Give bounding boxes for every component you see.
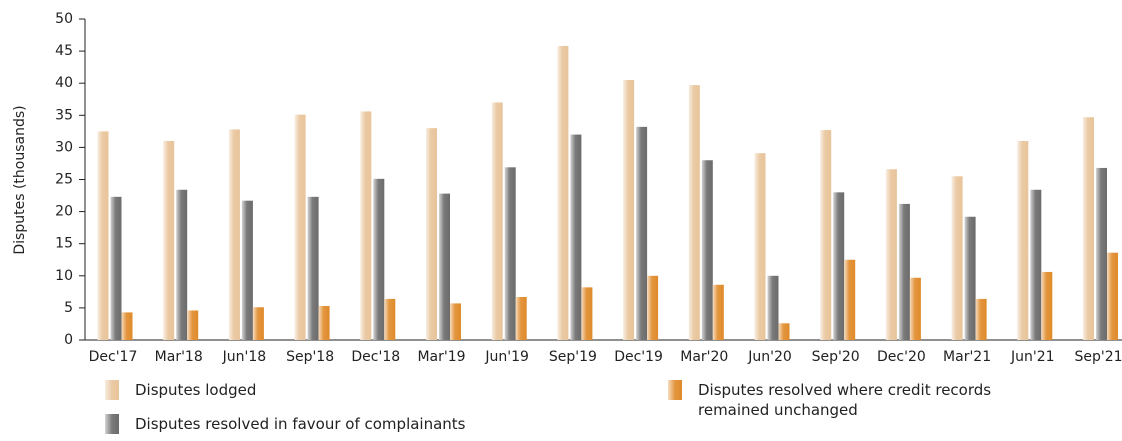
x-tick-label: Dec'19 [614,349,663,365]
bar [1041,271,1053,340]
legend-swatch [105,414,119,434]
bar [121,312,133,340]
x-tick-label: Mar'20 [680,349,728,365]
bar [360,111,372,340]
bar [623,79,635,341]
bar [820,130,832,340]
x-tick-label: Jun'19 [484,349,529,365]
y-tick-label: 25 [55,172,73,188]
x-tick-label: Sep'21 [1074,349,1122,365]
bar [1017,140,1029,340]
bar [163,140,175,340]
bar [1083,117,1094,340]
bar [187,310,199,340]
bar [373,178,385,340]
legend-label: Disputes resolved in favour of complaina… [135,415,466,433]
bar [778,323,790,340]
y-tick-label: 10 [55,268,73,284]
y-tick-label: 40 [55,75,73,91]
bar [581,287,593,340]
bar [636,126,648,340]
bar [701,160,713,340]
y-axis-label: Disputes (thousands) [12,105,28,254]
bar [450,303,461,340]
bar [1107,252,1118,340]
y-tick-label: 0 [64,332,73,348]
bar [252,307,264,340]
bar [97,131,109,340]
bar [426,128,437,340]
bar [964,216,976,340]
y-tick-label: 30 [55,139,73,155]
bar [307,196,319,340]
x-tick-label: Dec'20 [877,349,926,365]
bar [647,275,659,340]
legend-swatch [668,380,682,400]
bar [504,167,516,340]
bar [228,129,240,340]
bar [384,298,396,340]
bar [318,305,330,340]
bar [570,134,582,340]
bar [294,114,306,341]
x-tick-label: Mar'19 [417,349,465,365]
x-tick-label: Mar'21 [943,349,991,365]
bar [885,169,897,340]
x-tick-label: Sep'18 [286,349,334,365]
bar [241,200,253,340]
bar [557,45,569,341]
legend-label: Disputes resolved where credit records r… [698,381,992,419]
x-tick-label: Dec'18 [351,349,400,365]
bar [176,189,188,340]
y-tick-label: 5 [64,300,73,316]
x-tick-label: Dec'17 [89,349,138,365]
bar [975,298,987,340]
legend-label: Disputes lodged [135,381,257,399]
x-tick-label: Sep'20 [812,349,860,365]
x-tick-label: Sep'19 [549,349,597,365]
y-tick-label: 35 [55,107,73,123]
x-tick-label: Mar'18 [155,349,203,365]
bar [439,193,450,340]
y-tick-label: 20 [55,204,73,220]
bar [844,259,856,340]
y-tick-label: 50 [55,11,73,27]
bar [491,102,503,341]
x-tick-label: Jun'18 [222,349,267,365]
bar [898,203,910,340]
legend-item: Disputes lodged [105,380,505,400]
x-tick-label: Jun'21 [1010,349,1055,365]
bar [712,284,724,340]
y-tick-label: 45 [55,43,73,59]
bar [951,176,963,340]
legend-swatch [105,380,119,400]
bar [909,277,921,340]
bar [515,296,527,340]
legend-item: Disputes resolved where credit records r… [668,380,1008,420]
bar [767,275,779,340]
bar [833,192,845,340]
bar [110,196,122,340]
bar [688,85,700,340]
bar [754,153,766,340]
legend-item: Disputes resolved in favour of complaina… [105,414,605,434]
bar [1030,189,1042,340]
x-tick-label: Jun'20 [747,349,792,365]
y-tick-label: 15 [55,236,73,252]
bar [1096,167,1107,340]
